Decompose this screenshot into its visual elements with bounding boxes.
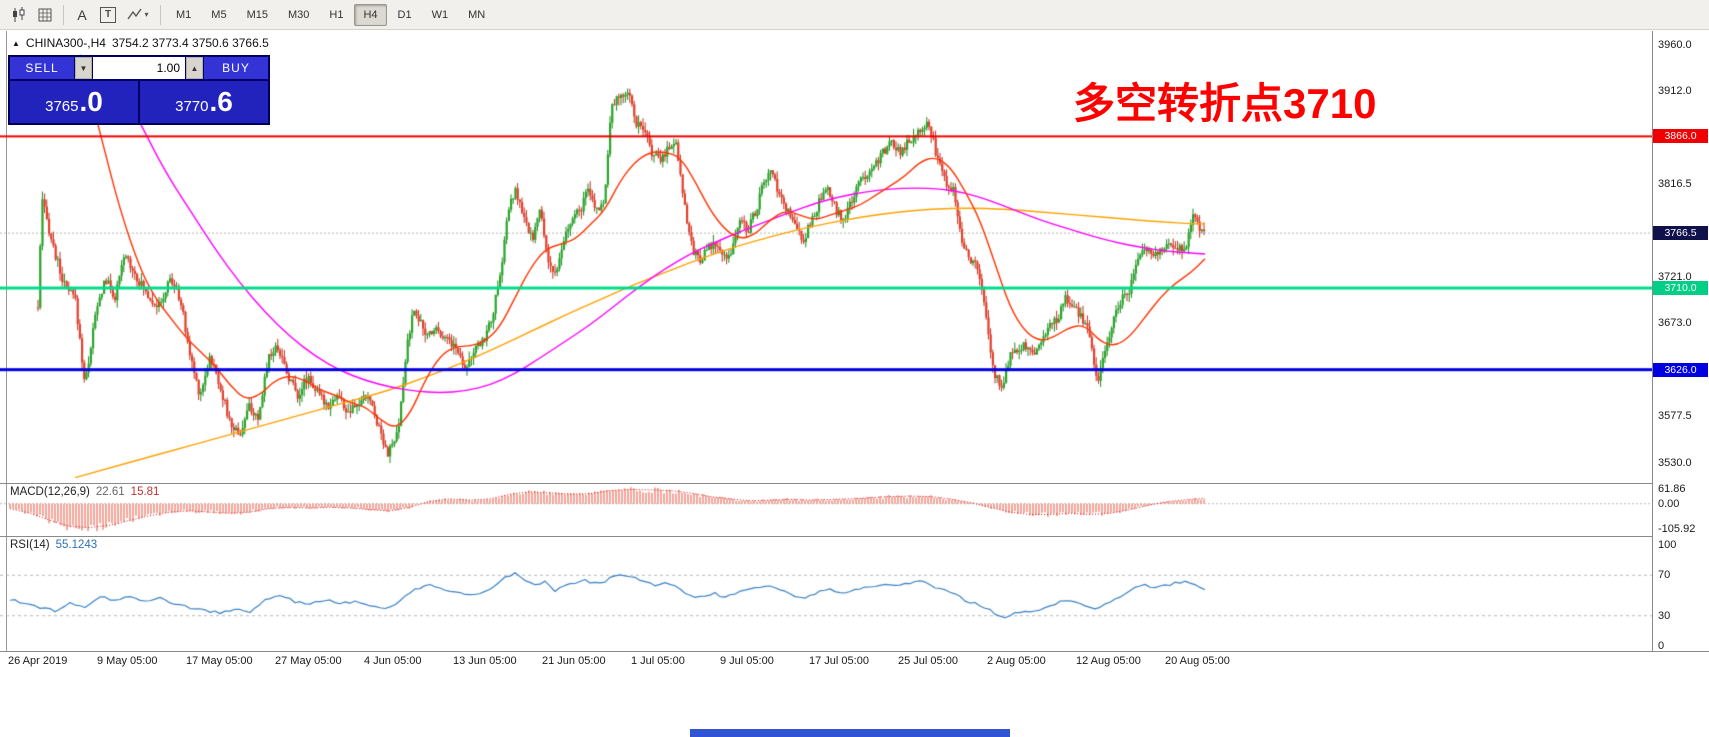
main-chart-canvas[interactable] bbox=[0, 32, 1652, 483]
macd-panel-divider[interactable] bbox=[0, 483, 1709, 484]
toolbar-separator bbox=[63, 4, 64, 25]
sell-price-display[interactable]: 3765 .0 bbox=[10, 81, 138, 123]
time-axis-label: 2 Aug 05:00 bbox=[987, 655, 1046, 667]
grid-glyph bbox=[38, 8, 52, 21]
price-badge: 3626.0 bbox=[1653, 362, 1708, 377]
caret-up-icon: ▲ bbox=[190, 63, 199, 73]
rsi-value: 55.1243 bbox=[55, 539, 98, 551]
timeframe-h4[interactable]: H4 bbox=[354, 3, 387, 26]
time-axis-label: 20 Aug 05:00 bbox=[1165, 655, 1230, 667]
toolbar-separator bbox=[160, 4, 161, 25]
timeframe-w1[interactable]: W1 bbox=[431, 8, 449, 21]
time-axis-label: 13 Jun 05:00 bbox=[453, 655, 517, 667]
caret-down-icon: ▼ bbox=[79, 63, 88, 73]
timeframe-m5[interactable]: M5 bbox=[211, 8, 227, 21]
volume-up-button[interactable]: ▲ bbox=[186, 57, 203, 79]
drawing-tools-icon[interactable]: ▾ bbox=[121, 4, 155, 26]
buy-price-main: 3770 bbox=[175, 97, 209, 115]
timeframe-mn[interactable]: MN bbox=[468, 8, 486, 21]
chart-header: ▲ CHINA300-,H4 3754.2 3773.4 3750.6 3766… bbox=[12, 36, 269, 50]
rsi-panel-divider[interactable] bbox=[0, 536, 1709, 537]
price-axis-label: 3912.0 bbox=[1658, 85, 1692, 98]
taskbar-fragment bbox=[690, 729, 1010, 737]
time-axis-label: 12 Aug 05:00 bbox=[1076, 655, 1141, 667]
grid-lines-icon[interactable] bbox=[32, 4, 58, 26]
time-axis-label: 27 May 05:00 bbox=[275, 655, 342, 667]
time-axis[interactable]: 26 Apr 2019 9 May 05:00 17 May 05:00 27 May… bbox=[0, 652, 1709, 670]
price-axis-divider bbox=[1652, 31, 1653, 651]
time-axis-divider bbox=[0, 651, 1709, 652]
timeframe-h1[interactable]: H1 bbox=[329, 8, 344, 21]
price-badge: 3866.0 bbox=[1653, 129, 1708, 144]
macd-name: MACD(12,26,9) bbox=[10, 486, 90, 498]
macd-axis-label: 61.86 bbox=[1658, 482, 1686, 495]
buy-price-frac: .6 bbox=[209, 86, 233, 117]
time-axis-label: 25 Jul 05:00 bbox=[898, 655, 958, 667]
trade-panel-prices: 3765 .0 3770 .6 bbox=[10, 81, 268, 123]
price-axis-label: 3721.0 bbox=[1658, 270, 1692, 283]
macd-label: MACD(12,26,9) 22.61 15.81 bbox=[10, 486, 159, 498]
text-tool-icon[interactable]: T bbox=[95, 4, 121, 26]
sell-price-frac: .0 bbox=[79, 86, 103, 117]
time-axis-label: 9 Jul 05:00 bbox=[720, 655, 774, 667]
buy-button[interactable]: BUY bbox=[204, 57, 268, 79]
price-axis-label: 3960.0 bbox=[1658, 38, 1692, 51]
price-axis[interactable]: 3960.0 3912.0 3816.5 3721.0 3673.0 3577.5 3530… bbox=[1653, 31, 1709, 652]
candlestick-style-icon[interactable] bbox=[6, 4, 32, 26]
macd-signal-value: 15.81 bbox=[130, 486, 160, 498]
sell-button[interactable]: SELL bbox=[10, 57, 74, 79]
rsi-canvas[interactable] bbox=[0, 537, 1652, 651]
sell-price-main: 3765 bbox=[45, 97, 79, 115]
candlestick-style-glyph bbox=[13, 6, 25, 22]
cursor-a-icon[interactable]: A bbox=[77, 6, 87, 23]
rsi-axis-label: 70 bbox=[1658, 569, 1671, 582]
macd-main-value: 22.61 bbox=[95, 486, 125, 498]
time-axis-label: 21 Jun 05:00 bbox=[542, 655, 606, 667]
macd-axis-label: 0.00 bbox=[1658, 497, 1680, 510]
rsi-axis-label: 100 bbox=[1658, 539, 1677, 551]
chart-annotation-text: 多空转折点3710 bbox=[1073, 80, 1377, 127]
price-axis-label: 3673.0 bbox=[1658, 317, 1692, 330]
trade-panel-controls: SELL ▼ ▲ BUY bbox=[10, 57, 268, 79]
price-badge: 3710.0 bbox=[1653, 281, 1708, 296]
time-axis-label: 9 May 05:00 bbox=[97, 655, 158, 667]
macd-canvas[interactable] bbox=[0, 484, 1652, 536]
buy-price-display[interactable]: 3770 .6 bbox=[140, 81, 268, 123]
drawing-tools-caret-icon: ▾ bbox=[144, 10, 149, 19]
symbol-marker-icon: ▲ bbox=[12, 38, 20, 48]
time-axis-label: 1 Jul 05:00 bbox=[631, 655, 685, 667]
price-axis-label: 3577.5 bbox=[1658, 410, 1692, 423]
timeframe-m30[interactable]: M30 bbox=[287, 8, 310, 21]
ohlc-quote: 3754.2 3773.4 3750.6 3766.5 bbox=[111, 36, 269, 50]
rsi-axis-label: 0 bbox=[1658, 640, 1665, 652]
time-axis-label: 4 Jun 05:00 bbox=[364, 655, 422, 667]
volume-input[interactable] bbox=[93, 57, 185, 79]
time-axis-label: 17 May 05:00 bbox=[186, 655, 253, 667]
volume-down-button[interactable]: ▼ bbox=[75, 57, 92, 79]
text-tool-glyph: T bbox=[100, 6, 116, 23]
time-axis-label: 17 Jul 05:00 bbox=[809, 655, 869, 667]
timeframe-m1[interactable]: M1 bbox=[176, 8, 192, 21]
rsi-label: RSI(14) 55.1243 bbox=[10, 539, 97, 551]
macd-axis-label: -105.92 bbox=[1658, 522, 1696, 535]
one-click-trading-panel: SELL ▼ ▲ BUY 3765 .0 3770 .6 bbox=[8, 55, 270, 125]
price-axis-label: 3816.5 bbox=[1658, 177, 1692, 190]
timeframe-d1[interactable]: D1 bbox=[397, 8, 412, 21]
time-axis-label: 26 Apr 2019 bbox=[8, 655, 68, 667]
price-axis-label: 3530.0 bbox=[1658, 456, 1692, 469]
timeframe-group: M1 M5 M15 M30 H1 H4 D1 W1 MN bbox=[166, 3, 495, 26]
toolbar: A T ▾ M1 M5 M15 M30 H1 H4 D1 W1 MN bbox=[0, 0, 1709, 30]
timeframe-m15[interactable]: M15 bbox=[246, 8, 268, 21]
drawing-tools-glyph bbox=[127, 8, 143, 20]
symbol-title: CHINA300-,H4 bbox=[25, 36, 106, 50]
rsi-name: RSI(14) bbox=[10, 539, 50, 551]
rsi-axis-label: 30 bbox=[1658, 609, 1671, 622]
price-badge: 3766.5 bbox=[1653, 226, 1708, 241]
